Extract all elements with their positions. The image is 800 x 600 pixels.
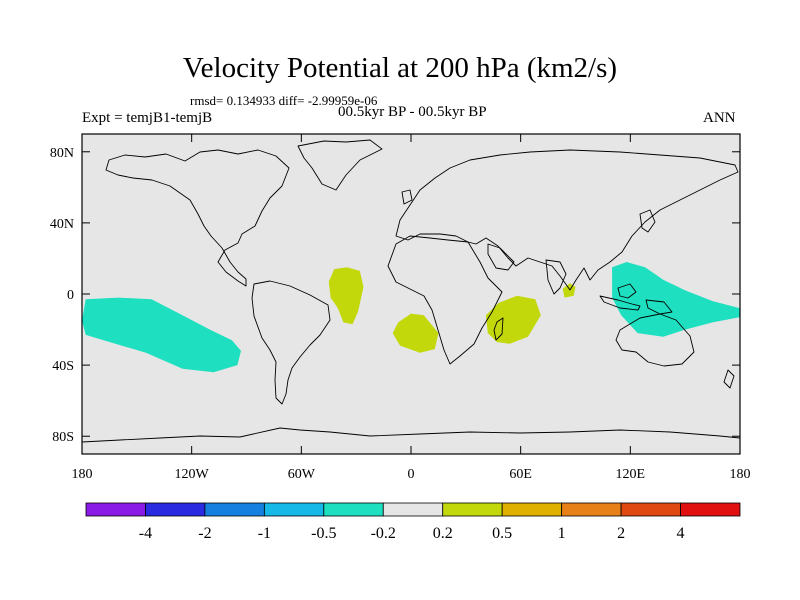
colorbar-swatch — [204, 502, 265, 517]
axis-ticks — [81, 134, 741, 454]
chart-title: Velocity Potential at 200 hPa (km2/s) — [182, 52, 618, 84]
colorbar-label: 0.2 — [433, 525, 453, 542]
axis-tick-labels: 180 120W 60W 0 60E 120E 180 80N 40N 0 40S 80S — [50, 146, 751, 482]
colorbar-label: -1 — [258, 525, 271, 542]
y-tick-label: 0 — [67, 288, 74, 303]
colorbar-swatch — [323, 502, 384, 517]
x-tick-label: 180 — [72, 467, 93, 482]
y-tick-label: 80S — [52, 430, 74, 445]
colorbar: -4 -2 -1 -0.5 -0.2 0.2 0.5 1 2 4 — [85, 502, 741, 542]
colorbar-label: -0.2 — [371, 525, 396, 542]
colorbar-swatch — [382, 502, 444, 517]
colorbar-swatch — [145, 502, 206, 517]
x-tick-label: 120W — [175, 467, 210, 482]
colorbar-label: -0.5 — [311, 525, 336, 542]
colorbar-swatch — [680, 502, 741, 517]
y-tick-label: 40N — [50, 217, 74, 232]
colorbar-swatch — [442, 502, 503, 517]
colorbar-label: 1 — [558, 525, 566, 542]
colorbar-swatch — [620, 502, 681, 517]
colorbar-label: 2 — [617, 525, 625, 542]
stats-label: rmsd= 0.134933 diff= -2.99959e-06 — [190, 93, 378, 108]
region-indo-pacific-negative — [612, 262, 740, 337]
colorbar-label: -2 — [198, 525, 211, 542]
x-tick-label: 0 — [408, 467, 415, 482]
x-tick-label: 60W — [288, 467, 316, 482]
x-tick-label: 120E — [616, 467, 646, 482]
y-tick-label: 80N — [50, 146, 74, 161]
season-label: ANN — [703, 110, 736, 126]
colorbar-label: 4 — [677, 525, 685, 542]
period-label: 00.5kyr BP - 00.5kyr BP — [338, 104, 487, 120]
region-south-atlantic-positive — [392, 313, 439, 353]
region-central-pacific-negative — [82, 297, 241, 373]
y-tick-label: 40S — [52, 359, 74, 374]
colorbar-label: 0.5 — [492, 525, 512, 542]
x-tick-label: 60E — [509, 467, 532, 482]
experiment-label: Expt = temjB1-temjB — [82, 110, 213, 126]
colorbar-swatch — [501, 502, 563, 517]
contour-regions — [82, 262, 740, 373]
region-south-america-positive — [328, 267, 364, 325]
colorbar-swatch — [85, 502, 146, 517]
x-tick-label: 180 — [730, 467, 751, 482]
region-indian-ocean-positive — [485, 295, 541, 344]
colorbar-label: -4 — [139, 525, 152, 542]
colorbar-swatch — [561, 502, 622, 517]
coastline — [82, 139, 740, 443]
colorbar-swatch — [263, 502, 325, 517]
